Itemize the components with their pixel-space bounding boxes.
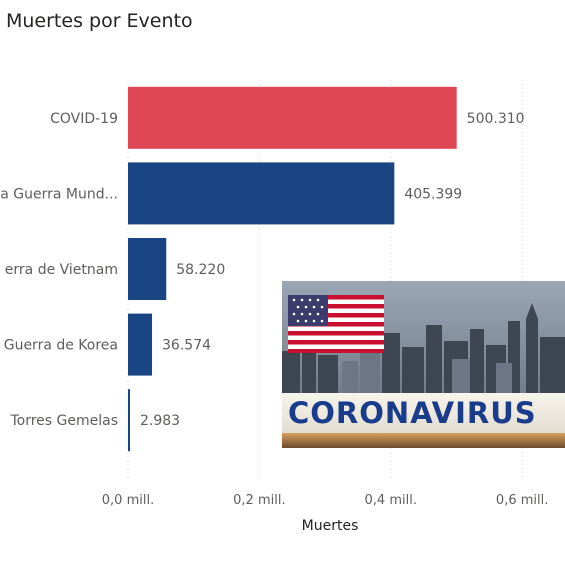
category-label: Guerra de Korea — [4, 338, 118, 354]
data-label: 36.574 — [162, 338, 211, 354]
coronavirus-text: CORONAVIRUS — [288, 396, 537, 430]
bar[interactable] — [128, 86, 457, 149]
data-label: 405.399 — [404, 186, 462, 202]
coronavirus-image: CORONAVIRUS — [282, 281, 565, 448]
data-label: 58.220 — [176, 262, 225, 278]
bar[interactable] — [128, 238, 167, 300]
x-axis-title: Muertes — [302, 518, 359, 534]
bars — [128, 86, 457, 452]
x-tick-label: 0,0 mill. — [102, 493, 154, 508]
data-label: 500.310 — [467, 111, 525, 127]
us-flag-icon — [288, 295, 384, 353]
x-tick-label: 0,6 mill. — [496, 493, 548, 508]
category-label: erra de Vietnam — [5, 262, 118, 278]
category-label: a Guerra Mund... — [0, 186, 118, 202]
category-label: COVID-19 — [50, 111, 118, 127]
bar[interactable] — [128, 162, 395, 225]
category-labels: COVID-19 a Guerra Mund... erra de Vietnam G… — [0, 111, 118, 429]
bar[interactable] — [128, 313, 153, 376]
x-tick-label: 0,4 mill. — [365, 493, 417, 508]
chart-title: Muertes por Evento — [6, 10, 193, 32]
x-tick-labels: 0,0 mill. 0,2 mill. 0,4 mill. 0,6 mill. — [102, 493, 549, 508]
city-skyline-icon — [282, 281, 565, 448]
x-tick-label: 0,2 mill. — [233, 493, 285, 508]
value-labels: 500.310 405.399 58.220 36.574 2.983 — [140, 111, 525, 429]
category-label: Torres Gemelas — [9, 413, 118, 429]
data-label: 2.983 — [140, 413, 180, 429]
bar[interactable] — [128, 389, 130, 452]
